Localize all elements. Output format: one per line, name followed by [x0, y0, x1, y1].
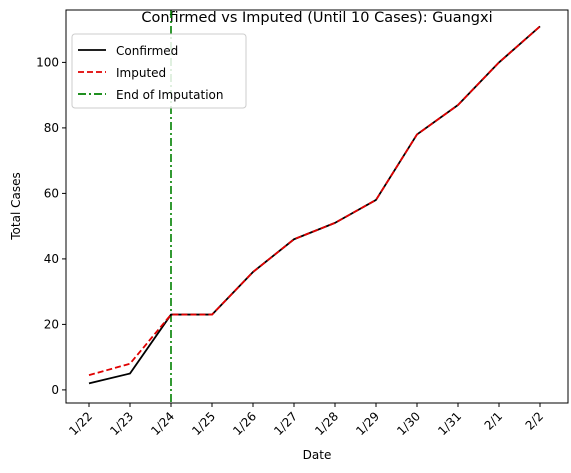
series-line-imputed: [88, 25, 541, 377]
axes-frame: [65, 9, 569, 404]
x-tick-label: 1/23: [107, 409, 136, 438]
x-tick-label: 2/1: [482, 409, 506, 433]
y-tick-label: 20: [44, 317, 59, 331]
x-tick-label: 1/24: [148, 409, 177, 438]
y-tick-label: 0: [51, 383, 59, 397]
legend-label-end-of-imputation: End of Imputation: [116, 88, 224, 102]
x-tick-label: 1/25: [189, 409, 218, 438]
legend-box: [71, 33, 247, 109]
legend: Confirmed Imputed End of Imputation: [71, 33, 247, 109]
x-tick-label: 1/29: [353, 409, 382, 438]
y-tick-label: 40: [44, 252, 59, 266]
y-axis-label: Total Cases: [9, 172, 23, 240]
legend-label-imputed: Imputed: [116, 66, 166, 80]
chart-title: Confirmed vs Imputed (Until 10 Cases): G…: [141, 10, 492, 26]
x-axis: 1/22 1/23 1/24 1/25 1/26 1/27 1/28 1/29 1/30 1/31…: [66, 403, 546, 438]
x-tick-label: 1/30: [394, 409, 423, 438]
y-tick-label: 80: [44, 121, 59, 135]
x-tick-label: 1/31: [435, 409, 464, 438]
legend-label-confirmed: Confirmed: [116, 44, 178, 58]
x-tick-label: 2/2: [523, 409, 547, 433]
x-axis-label: Date: [303, 448, 332, 462]
x-tick-label: 1/22: [66, 409, 95, 438]
y-axis: 0 20 40 60 80 100: [36, 55, 66, 397]
x-tick-label: 1/27: [271, 409, 300, 438]
x-tick-label: 1/26: [230, 409, 259, 438]
y-tick-label: 100: [36, 55, 59, 69]
y-tick-label: 60: [44, 186, 59, 200]
x-tick-label: 1/28: [312, 409, 341, 438]
